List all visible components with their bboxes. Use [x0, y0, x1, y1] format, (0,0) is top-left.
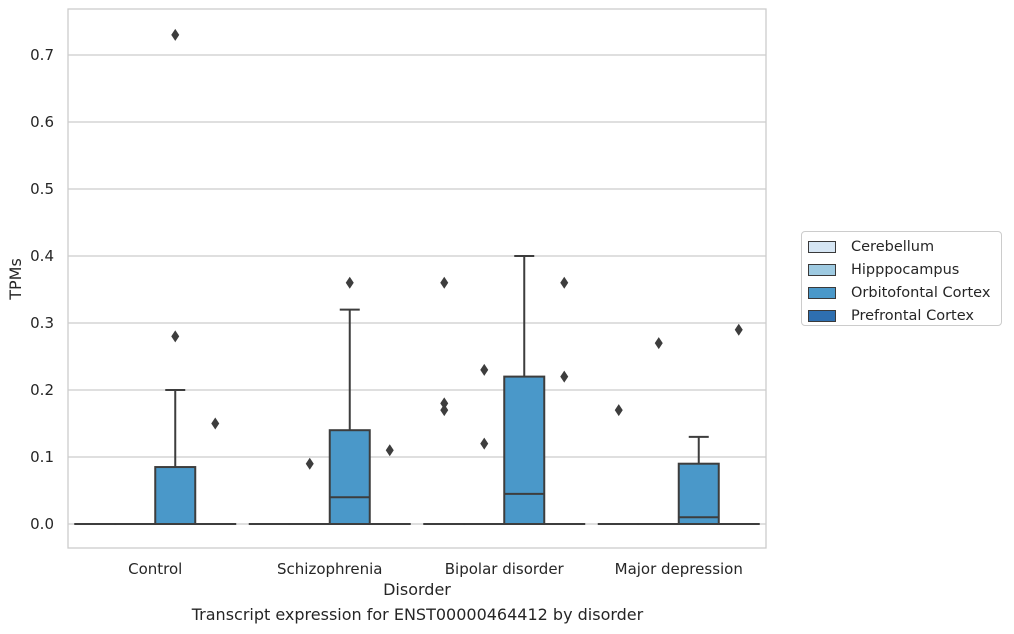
y-axis-label: TPMs — [6, 258, 25, 301]
outlier-marker — [440, 404, 449, 417]
box-cerebellum-2 — [423, 276, 466, 526]
plot-frame — [67, 8, 767, 549]
legend-label-prefrontal-cortex: Prefrontal Cortex — [851, 307, 974, 324]
outlier-marker — [734, 323, 743, 336]
box-prefrontal-cortex-3 — [717, 323, 760, 526]
grid-layer — [68, 54, 766, 525]
legend-item-cerebellum: Cerebellum — [808, 235, 1001, 258]
y-tick-label: 0.5 — [30, 180, 54, 198]
box-hipppocampus-1 — [288, 457, 331, 526]
box-prefrontal-cortex-0 — [194, 417, 237, 526]
outlier-marker — [560, 276, 569, 289]
box-hipppocampus-2 — [463, 363, 506, 526]
legend-item-prefrontal-cortex: Prefrontal Cortex — [808, 304, 1001, 327]
box-orbitofontal-cortex-0 — [154, 28, 197, 525]
x-tick-label: Control — [128, 560, 182, 578]
box-layer — [74, 28, 760, 526]
outlier-marker — [385, 444, 394, 457]
y-tick-label: 0.0 — [30, 515, 54, 533]
box-orbitofontal-cortex-3 — [677, 435, 720, 526]
y-tick-label: 0.4 — [30, 247, 54, 265]
legend: Cerebellum Hipppocampus Orbitofontal Cor… — [801, 231, 1002, 326]
box-iqr — [328, 429, 371, 526]
figure-caption: Transcript expression for ENST0000046441… — [191, 605, 644, 624]
box-iqr — [677, 462, 720, 526]
legend-item-orbitofrontal-cortex: Orbitofontal Cortex — [808, 281, 1001, 304]
outlier-marker — [171, 28, 180, 41]
x-tick-label: Schizophrenia — [277, 560, 382, 578]
legend-item-hippocampus: Hipppocampus — [808, 258, 1001, 281]
outlier-marker — [171, 330, 180, 343]
legend-label-hippocampus: Hipppocampus — [851, 261, 960, 278]
x-tick-label: Major depression — [615, 560, 743, 578]
box-hipppocampus-3 — [637, 337, 680, 526]
y-tick-label: 0.6 — [30, 113, 54, 131]
legend-swatch-cerebellum — [808, 240, 836, 253]
box-iqr — [154, 466, 197, 525]
box-prefrontal-cortex-1 — [368, 444, 411, 526]
legend-swatch-hippocampus — [808, 263, 836, 276]
outlier-marker — [305, 457, 314, 470]
outlier-marker — [654, 337, 663, 350]
outlier-marker — [480, 363, 489, 376]
box-orbitofontal-cortex-2 — [503, 255, 546, 525]
outlier-marker — [211, 417, 220, 430]
outlier-marker — [480, 437, 489, 450]
outlier-marker — [440, 397, 449, 410]
x-tick-label: Bipolar disorder — [445, 560, 565, 578]
legend-label-orbitofrontal-cortex: Orbitofontal Cortex — [851, 284, 991, 301]
y-tick-label: 0.2 — [30, 381, 54, 399]
legend-swatch-prefrontal-cortex — [808, 309, 836, 322]
y-tick-label: 0.3 — [30, 314, 54, 332]
legend-label-cerebellum: Cerebellum — [851, 238, 935, 255]
box-cerebellum-3 — [597, 404, 640, 526]
outlier-marker — [440, 276, 449, 289]
x-tick-labels: Control Schizophrenia Bipolar disorder Majo… — [128, 560, 743, 578]
outlier-marker — [614, 404, 623, 417]
outlier-marker — [560, 370, 569, 383]
box-iqr — [503, 375, 546, 525]
y-tick-labels: 0.0 0.1 0.2 0.3 0.4 0.5 0.6 0.7 — [30, 46, 54, 533]
x-axis-label: Disorder — [383, 580, 451, 599]
outlier-marker — [345, 276, 354, 289]
y-tick-label: 0.7 — [30, 46, 54, 64]
box-orbitofontal-cortex-1 — [328, 276, 371, 526]
legend-swatch-orbitofrontal-cortex — [808, 286, 836, 299]
box-prefrontal-cortex-2 — [543, 276, 586, 526]
y-tick-label: 0.1 — [30, 448, 54, 466]
